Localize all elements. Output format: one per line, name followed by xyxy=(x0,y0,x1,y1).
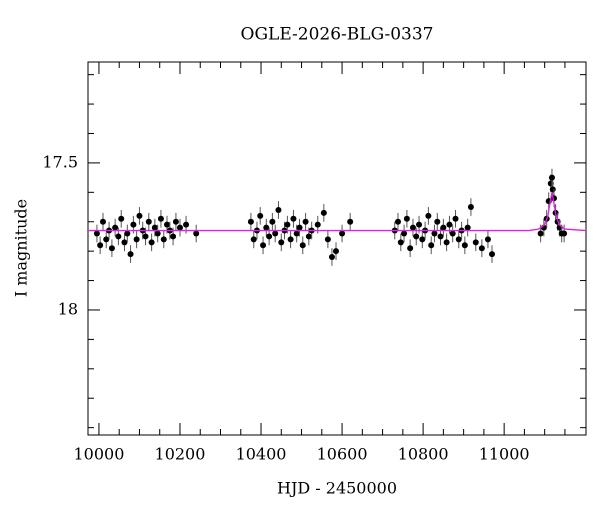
data-point xyxy=(409,224,416,231)
data-point xyxy=(115,233,122,240)
data-point xyxy=(247,218,254,225)
data-point xyxy=(437,233,444,240)
data-point xyxy=(160,236,167,243)
data-point xyxy=(269,218,276,225)
data-point xyxy=(425,212,432,219)
data-point xyxy=(561,230,568,237)
data-point xyxy=(484,236,491,243)
data-point xyxy=(278,239,285,246)
data-point xyxy=(472,239,479,246)
data-point xyxy=(263,224,270,231)
data-point xyxy=(172,218,179,225)
data-point xyxy=(275,206,282,213)
data-point xyxy=(293,230,300,237)
model-line xyxy=(88,192,587,232)
data-point xyxy=(97,242,104,249)
data-point xyxy=(108,245,115,252)
data-point xyxy=(464,224,471,231)
data-point xyxy=(443,239,450,246)
data-point xyxy=(250,236,257,243)
data-point xyxy=(461,242,468,249)
data-point xyxy=(299,242,306,249)
data-point xyxy=(170,233,177,240)
data-point xyxy=(290,215,297,222)
data-point xyxy=(339,230,346,237)
data-point xyxy=(302,218,309,225)
y-tick-label: 17.5 xyxy=(42,152,78,171)
data-point xyxy=(416,221,423,228)
data-point xyxy=(130,221,137,228)
data-point xyxy=(549,186,556,193)
data-point xyxy=(413,233,420,240)
data-point xyxy=(287,236,294,243)
data-point xyxy=(124,230,131,237)
data-point xyxy=(112,224,119,231)
data-point xyxy=(176,224,183,231)
data-point xyxy=(136,212,143,219)
data-point xyxy=(157,215,164,222)
data-point xyxy=(154,230,161,237)
x-tick-label: 10200 xyxy=(155,445,206,464)
data-point xyxy=(284,221,291,228)
data-point xyxy=(488,251,495,258)
data-point xyxy=(548,174,555,181)
data-point xyxy=(164,221,171,228)
x-tick-label: 10400 xyxy=(236,445,287,464)
data-point xyxy=(401,230,408,237)
data-point xyxy=(296,224,303,231)
data-point xyxy=(397,239,404,246)
x-tick-label: 10600 xyxy=(317,445,368,464)
data-point xyxy=(440,224,447,231)
data-point xyxy=(99,218,106,225)
data-point xyxy=(127,251,134,258)
data-point xyxy=(394,218,401,225)
x-tick-label: 10800 xyxy=(398,445,449,464)
data-point xyxy=(452,215,459,222)
data-point xyxy=(455,236,462,243)
data-point xyxy=(467,204,474,211)
data-point xyxy=(260,242,267,249)
data-point xyxy=(118,215,125,222)
data-point xyxy=(121,239,128,246)
data-point xyxy=(103,236,110,243)
data-point xyxy=(145,218,152,225)
data-point xyxy=(449,230,456,237)
data-point xyxy=(407,245,414,252)
data-point xyxy=(428,242,435,249)
data-point xyxy=(193,230,200,237)
data-point xyxy=(332,248,339,255)
data-point xyxy=(183,221,190,228)
data-point xyxy=(403,215,410,222)
data-point xyxy=(142,233,149,240)
data-point xyxy=(347,218,354,225)
chart-title: OGLE-2026-BLG-0337 xyxy=(241,25,434,45)
data-point xyxy=(478,245,485,252)
y-tick-label: 18 xyxy=(58,299,78,318)
data-point xyxy=(328,254,335,261)
y-axis-label: I magnitude xyxy=(12,199,31,297)
x-tick-label: 11000 xyxy=(479,445,530,464)
data-point xyxy=(133,236,140,243)
data-point xyxy=(148,239,155,246)
data-point xyxy=(314,221,321,228)
data-point xyxy=(434,218,441,225)
data-point xyxy=(305,233,312,240)
data-point xyxy=(320,209,327,216)
data-point xyxy=(257,212,264,219)
x-axis-label: HJD - 2450000 xyxy=(277,479,397,498)
data-point xyxy=(324,236,331,243)
data-point xyxy=(93,230,100,237)
data-point xyxy=(151,224,158,231)
data-point xyxy=(537,230,544,237)
data-point xyxy=(446,221,453,228)
data-point xyxy=(266,233,273,240)
data-point xyxy=(431,230,438,237)
data-point xyxy=(419,236,426,243)
plot-frame xyxy=(87,61,587,436)
x-tick-label: 10000 xyxy=(73,445,124,464)
data-point xyxy=(272,230,279,237)
